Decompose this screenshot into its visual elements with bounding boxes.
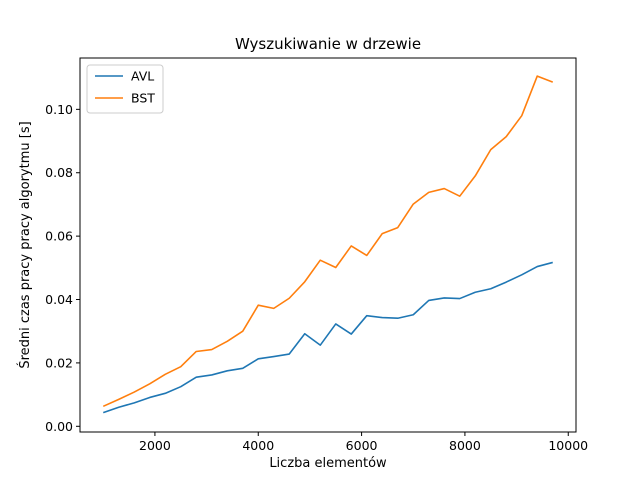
y-tick-label: 0.02 bbox=[45, 355, 73, 370]
y-axis-label: Średni czas pracy pracy algorytmu [s] bbox=[17, 121, 33, 368]
x-tick-label: 2000 bbox=[139, 438, 171, 453]
legend-box bbox=[86, 64, 164, 114]
y-tick-label: 0.10 bbox=[45, 102, 73, 117]
y-tick-label: 0.06 bbox=[45, 229, 73, 244]
x-tick-label: 8000 bbox=[449, 438, 481, 453]
x-tick-label: 6000 bbox=[346, 438, 378, 453]
legend-label-bst: BST bbox=[131, 91, 155, 106]
plot-frame bbox=[79, 57, 577, 433]
series-line-avl bbox=[102, 261, 553, 414]
y-axis: 0.00 0.02 0.04 0.06 0.08 0.10 bbox=[45, 102, 80, 434]
y-tick-label: 0.04 bbox=[45, 292, 73, 307]
y-tick-label: 0.08 bbox=[45, 165, 73, 180]
x-axis-label: Liczba elementów bbox=[269, 456, 387, 471]
y-tick-label: 0.00 bbox=[45, 419, 73, 434]
x-tick-label: 4000 bbox=[242, 438, 274, 453]
legend: AVL BST bbox=[86, 64, 164, 114]
x-tick-label: 10000 bbox=[548, 438, 588, 453]
chart-title: Wyszukiwanie w drzewie bbox=[235, 35, 421, 53]
series-line-bst bbox=[102, 75, 554, 408]
x-axis: 2000 4000 6000 8000 10000 bbox=[139, 432, 588, 453]
legend-label-avl: AVL bbox=[131, 69, 154, 84]
series-group bbox=[102, 75, 554, 414]
